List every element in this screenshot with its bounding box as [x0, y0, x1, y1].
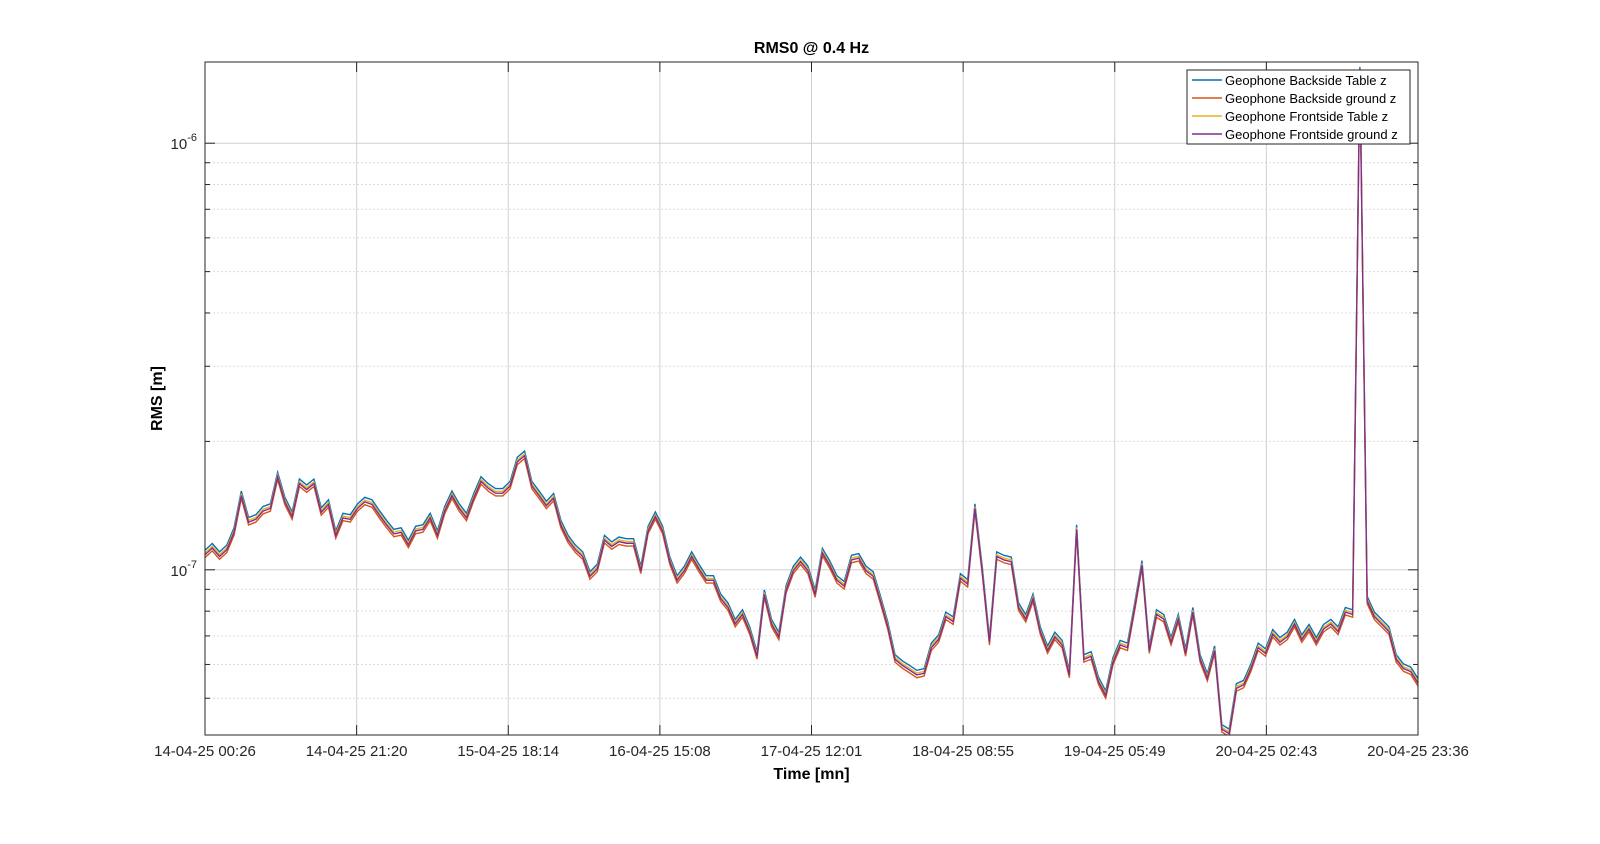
ticks: 10-7 10-6 14-04-25 00:26 14-04-25 21:20 15-0… — [154, 62, 1469, 760]
y-axis-label: RMS [m] — [149, 366, 166, 431]
x-tick-label: 14-04-25 00:26 — [154, 743, 256, 760]
x-tick-label: 20-04-25 23:36 — [1367, 743, 1469, 760]
legend-entry: Geophone Frontside ground z — [1225, 127, 1398, 142]
legend-entry: Geophone Frontside Table z — [1225, 109, 1388, 124]
x-tick-label: 18-04-25 08:55 — [912, 743, 1014, 760]
x-tick-label: 19-04-25 05:49 — [1064, 743, 1166, 760]
legend-entry: Geophone Backside ground z — [1225, 91, 1396, 106]
y-tick-label: 10-6 — [171, 132, 197, 153]
legend-box — [1186, 69, 1411, 145]
legend-entry: Geophone Backside Table z — [1225, 73, 1387, 88]
x-axis-label: Time [mn] — [773, 766, 849, 783]
grid — [204, 62, 1419, 735]
legend: Geophone Backside Table z Geophone Backsi… — [1186, 69, 1411, 145]
x-tick-label: 17-04-25 12:01 — [761, 743, 863, 760]
series-layer — [205, 66, 1418, 735]
x-tick-label: 15-04-25 18:14 — [457, 743, 559, 760]
x-tick-label: 20-04-25 02:43 — [1216, 743, 1318, 760]
chart-title: RMS0 @ 0.4 Hz — [754, 40, 869, 57]
series-line-4 — [205, 71, 1418, 735]
y-tick-label: 10-7 — [171, 559, 197, 580]
x-tick-label: 16-04-25 15:08 — [609, 743, 711, 760]
x-tick-label: 14-04-25 21:20 — [306, 743, 408, 760]
